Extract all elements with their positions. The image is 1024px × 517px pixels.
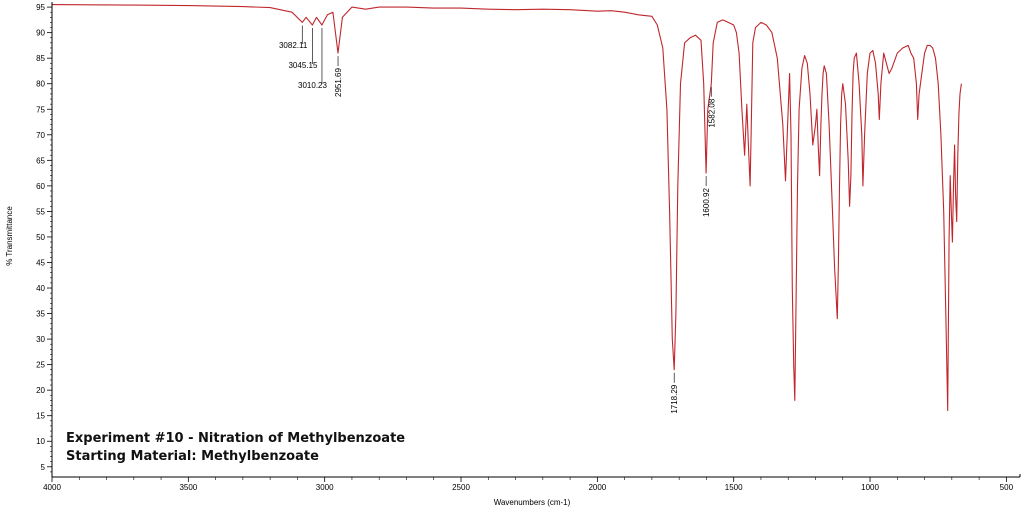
peak-label-text: 2951.69: [334, 68, 343, 97]
peak-label: 2951.69: [334, 56, 343, 97]
y-axis: 5 10 15 20 25 30 35 40 45 50 55 60 65 70 75 80 85 90 95: [36, 2, 53, 477]
y-axis-title: % Transmittance: [5, 206, 14, 266]
y-tick-label: 75: [36, 105, 45, 114]
peak-label-text: 3045.15: [288, 61, 317, 70]
y-tick-label: 95: [36, 3, 45, 12]
y-tick-label: 20: [36, 386, 45, 395]
x-tick-label: 2500: [452, 483, 470, 492]
y-tick-label: 70: [36, 131, 45, 140]
y-tick-label: 30: [36, 335, 45, 344]
plot-area: [51, 4, 962, 412]
annotation-experiment-title: Experiment #10 - Nitration of Methylbenz…: [66, 431, 405, 446]
peak-label: 3082.11: [279, 25, 308, 50]
x-tick-label: 4000: [43, 483, 61, 492]
peak-label-text: 3010.23: [298, 81, 327, 90]
peak-label-text: 1600.92: [702, 188, 711, 217]
peak-label: 3045.15: [288, 27, 318, 70]
x-tick-label: 1000: [861, 483, 879, 492]
peak-label: 3010.23: [298, 27, 327, 90]
y-tick-label: 40: [36, 284, 45, 293]
x-tick-label: 2000: [588, 483, 606, 492]
y-tick-label: 25: [36, 361, 45, 370]
annotation-starting-material: Starting Material: Methylbenzoate: [66, 449, 319, 464]
x-tick-label: 3000: [316, 483, 334, 492]
peak-label: 1718.29: [670, 372, 679, 414]
spectrum-line: [51, 4, 962, 412]
x-tick-label: 1500: [725, 483, 743, 492]
y-tick-label: 15: [36, 412, 45, 421]
y-tick-label: 50: [36, 233, 45, 242]
y-tick-label: 35: [36, 310, 45, 319]
x-tick-label: 3500: [179, 483, 197, 492]
y-tick-label: 55: [36, 207, 45, 216]
y-tick-label: 10: [36, 437, 45, 446]
y-tick-label: 65: [36, 156, 45, 165]
peak-label-text: 1582.08: [707, 98, 716, 127]
peak-label-text: 1718.29: [670, 384, 679, 413]
y-tick-label: 80: [36, 80, 45, 89]
peak-label: 1600.92: [702, 176, 711, 217]
y-tick-label: 5: [41, 463, 46, 472]
y-tick-label: 85: [36, 54, 45, 63]
peak-label-text: 3082.11: [279, 41, 308, 50]
peak-label: 1582.08: [707, 86, 716, 128]
y-tick-label: 45: [36, 258, 45, 267]
x-axis-title: Wavenumbers (cm-1): [494, 498, 571, 507]
y-tick-label: 60: [36, 182, 45, 191]
x-axis: 4000 3500 3000 2500 2000 1500 1000 500: [43, 474, 1021, 492]
peak-labels: 3082.11 3045.15 3010.23 2951.69 1718.29 1600.…: [279, 25, 716, 414]
x-tick-label: 500: [1000, 483, 1014, 492]
y-tick-label: 90: [36, 29, 45, 38]
